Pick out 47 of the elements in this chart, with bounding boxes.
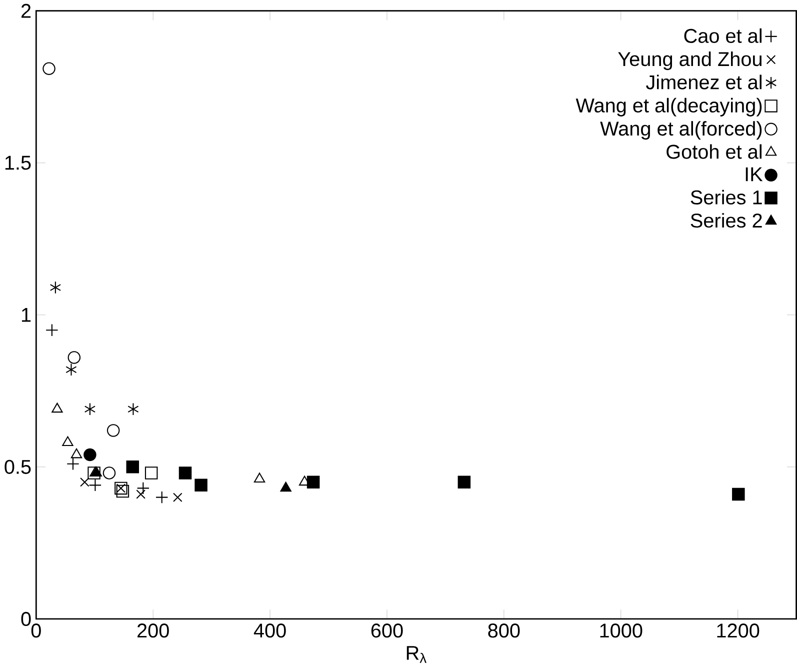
- point: [70, 448, 82, 458]
- point: [254, 472, 266, 483]
- point: [116, 484, 130, 498]
- x-tick-label: 200: [138, 624, 169, 638]
- point: [52, 402, 63, 413]
- y-tick-label: 0: [21, 612, 31, 626]
- legend-label: Jimenez et al: [646, 74, 762, 90]
- point: [128, 402, 139, 416]
- x-tick-label: 1200: [717, 624, 760, 638]
- x-tick-label: 400: [254, 624, 286, 638]
- x-tick-label: 800: [488, 624, 520, 638]
- point: [88, 466, 100, 480]
- point: [280, 482, 292, 492]
- point: [102, 466, 116, 480]
- point: [194, 478, 208, 492]
- point: [62, 436, 74, 446]
- x-axis-title: R$_{λ}$: [406, 646, 426, 664]
- point: [178, 466, 192, 480]
- legend-label: IK: [746, 168, 763, 182]
- point: [50, 281, 62, 294]
- point: [136, 490, 146, 500]
- legend-label: Series 1: [690, 190, 762, 205]
- legend-label: Series 2: [690, 213, 762, 228]
- y-tick-label: 1: [22, 308, 31, 322]
- point: [306, 476, 320, 489]
- y-tick-label: 1.5: [5, 156, 31, 170]
- point: [732, 488, 745, 501]
- point: [126, 460, 139, 474]
- point: [84, 402, 96, 416]
- y-tick-label: 0.5: [4, 460, 31, 474]
- point: [68, 351, 81, 364]
- point: [42, 62, 56, 76]
- point: [144, 466, 158, 480]
- point: [84, 448, 96, 462]
- x-tick-label: 600: [371, 624, 403, 638]
- y-tick-label: 2: [21, 4, 31, 18]
- point: [458, 476, 471, 489]
- point: [66, 363, 77, 376]
- point: [106, 424, 120, 437]
- x-tick-label: 0: [31, 624, 41, 638]
- x-tick-label: 1000: [600, 624, 642, 638]
- legend-label: Wang et al(forced): [600, 121, 762, 140]
- legend-label: Wang et al(decaying): [576, 98, 762, 117]
- legend-label: Gotoh et al: [666, 144, 762, 159]
- legend-label: Yeung and Zhou: [618, 52, 762, 70]
- legend-label: Cao et al: [684, 28, 762, 44]
- point: [172, 492, 182, 502]
